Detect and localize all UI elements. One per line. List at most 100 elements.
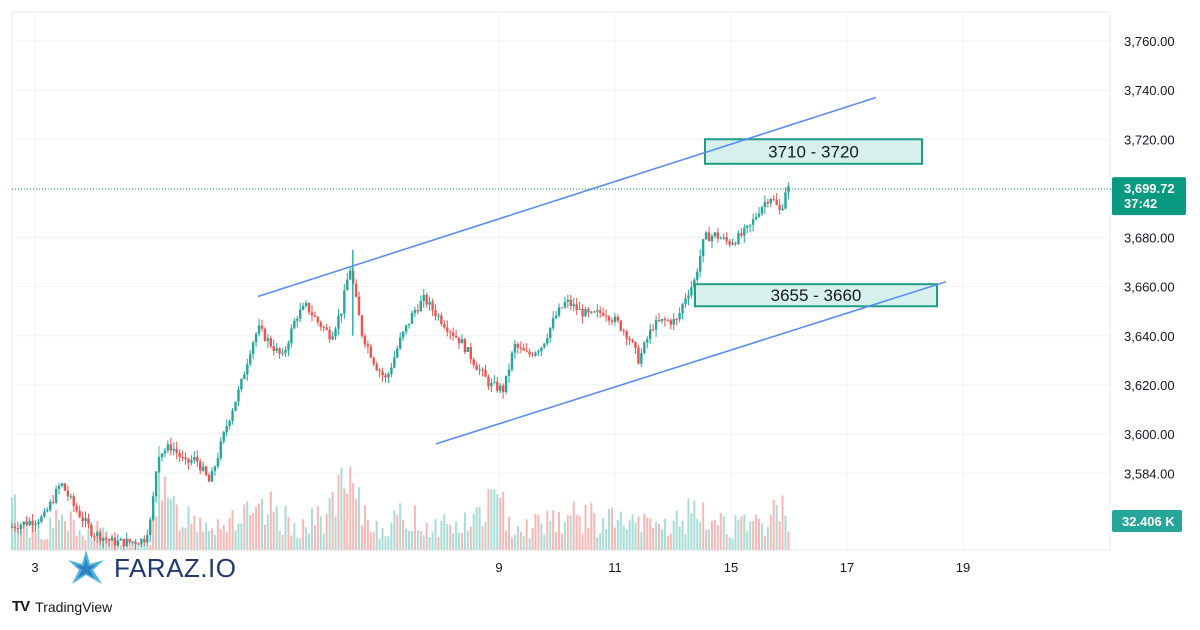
candle-body [578, 308, 581, 310]
candle-body [369, 346, 373, 358]
candle-body [457, 337, 461, 344]
volume-bar [687, 498, 690, 550]
volume-bar [640, 532, 643, 550]
volume-bar [72, 520, 75, 550]
time-scale[interactable]: 3 9 11 15 17 19 [31, 560, 970, 575]
candle-body [725, 237, 728, 241]
volume-bar [137, 542, 140, 550]
candle-body [19, 524, 23, 529]
volume-bar [531, 528, 534, 550]
price-zone[interactable] [694, 283, 938, 308]
volume-bar [422, 535, 425, 550]
candle-body [154, 471, 158, 497]
volume-bar [516, 526, 519, 550]
candle-body [113, 537, 117, 546]
candle-body [360, 315, 364, 336]
volume-bar [293, 523, 296, 550]
candle-body [281, 352, 284, 354]
candle-body [569, 299, 572, 307]
candle-body [604, 315, 608, 317]
candle-body [507, 369, 511, 376]
candle-body [722, 237, 725, 239]
volume-bar [296, 537, 299, 550]
volume-bar [396, 514, 399, 550]
candle-body [260, 325, 264, 329]
volume-bar [187, 506, 190, 550]
candle-body [231, 410, 234, 421]
candle-body [434, 310, 437, 317]
price-zone[interactable] [704, 138, 923, 165]
candle-body [654, 320, 658, 330]
volume-bar [463, 512, 466, 550]
volume-bar [360, 524, 363, 550]
candle-body [437, 315, 440, 317]
volume-bar [563, 522, 566, 550]
candle-body [384, 375, 387, 378]
candle-body [469, 347, 472, 360]
volume-bar [763, 535, 766, 550]
channel-lower-line[interactable] [435, 280, 947, 445]
volume-bar [699, 521, 702, 550]
candle-body [16, 528, 20, 530]
candle-body [763, 201, 767, 208]
candle-body [357, 296, 361, 316]
candle-body [707, 232, 711, 242]
volume-bar [208, 531, 211, 550]
volume-bar [425, 522, 428, 550]
volume-bar [75, 535, 78, 550]
tradingview-logo[interactable]: TV TradingView [12, 598, 112, 615]
candle-body [178, 452, 181, 457]
candle-body [451, 332, 455, 336]
volume-bar [728, 537, 731, 550]
candle-body [499, 385, 502, 391]
volume-bar [708, 529, 711, 550]
candle-body [63, 483, 67, 491]
volume-bar [125, 545, 128, 550]
candle-body [104, 538, 108, 540]
volume-bar [237, 523, 240, 550]
volume-bar [319, 516, 322, 550]
candle-body [587, 309, 590, 313]
volume-bar [549, 520, 552, 550]
candle-body [251, 342, 255, 355]
volume-bar [631, 514, 634, 550]
candle-body [698, 256, 702, 272]
candle-body [228, 420, 231, 427]
volume-bar [287, 516, 290, 550]
candle-body [696, 271, 699, 280]
volume-bar [643, 513, 646, 550]
volume-bar [466, 530, 469, 550]
candle-body [81, 517, 84, 521]
volume-bar [781, 495, 784, 550]
candle-body [501, 385, 505, 393]
volume-bar [275, 506, 278, 550]
volume-bar [213, 535, 216, 550]
candle-body [607, 316, 611, 321]
trend-channel[interactable] [257, 96, 947, 445]
candle-body [616, 316, 620, 321]
candle-body [431, 301, 434, 311]
volume-bar [484, 522, 487, 550]
candle-body [751, 219, 755, 225]
volume-bar [716, 525, 719, 550]
candle-body [363, 335, 367, 345]
price-scale[interactable]: 3,760.003,740.003,720.003,700.003,680.00… [1124, 34, 1175, 481]
date-tick-label: 15 [724, 560, 738, 575]
volume-bar [778, 521, 781, 550]
price-tick-label: 3,680.00 [1124, 231, 1175, 246]
channel-upper-line[interactable] [257, 96, 877, 298]
date-tick-label: 11 [608, 560, 622, 575]
star-burst-icon [68, 550, 104, 584]
price-tick-label: 3,640.00 [1124, 329, 1175, 344]
candle-body [110, 537, 114, 541]
volume-bar [155, 516, 158, 550]
candle-body [137, 543, 140, 545]
candle-body [719, 238, 722, 240]
candle-body [601, 312, 605, 316]
volume-bar [196, 532, 199, 550]
volume-bar [87, 529, 90, 550]
volume-bar [281, 534, 284, 550]
volume-bar [90, 539, 93, 550]
volume-bar [349, 467, 352, 550]
